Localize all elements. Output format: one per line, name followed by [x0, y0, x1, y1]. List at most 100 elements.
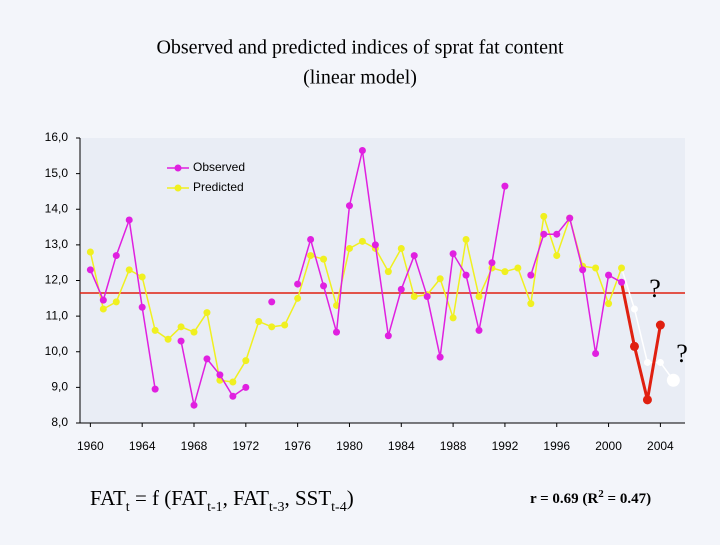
data-point	[436, 353, 444, 361]
data-point	[203, 309, 211, 317]
x-tick-label: 2000	[595, 439, 622, 453]
data-point	[333, 301, 341, 309]
y-tick-label: 12,0	[45, 273, 69, 287]
subscript: t-4	[331, 500, 347, 515]
data-point	[642, 395, 652, 405]
formula: FATt = f (FATt-1, FATt-3, SSTt-4)	[90, 486, 354, 515]
data-point	[605, 271, 613, 279]
connector	[620, 267, 636, 310]
data-point	[151, 326, 159, 334]
data-point	[294, 294, 302, 302]
data-point	[138, 273, 146, 281]
data-point	[242, 357, 250, 365]
subscript: t-1	[207, 500, 223, 515]
data-point	[333, 328, 341, 336]
x-tick-label: 1980	[336, 439, 363, 453]
data-point	[112, 252, 120, 260]
superscript: 2	[598, 488, 604, 500]
data-point	[553, 230, 561, 238]
y-tick-label: 15,0	[45, 166, 69, 180]
data-point	[475, 326, 483, 334]
formula-text: FAT	[90, 486, 126, 510]
data-point	[229, 378, 237, 386]
data-point	[268, 298, 276, 306]
data-point	[397, 285, 405, 293]
subscript: t	[126, 500, 130, 515]
data-point	[242, 383, 250, 391]
data-point	[151, 385, 159, 393]
x-tick-label: 1964	[129, 439, 156, 453]
data-point	[449, 250, 457, 258]
data-point	[384, 268, 392, 276]
y-tick-label: 10,0	[45, 344, 69, 358]
data-point	[358, 146, 366, 154]
data-point	[410, 293, 418, 301]
data-point	[436, 275, 444, 283]
data-point	[540, 230, 548, 238]
data-point	[527, 271, 535, 279]
data-point	[190, 401, 198, 409]
connector	[620, 281, 636, 347]
data-point	[592, 350, 600, 358]
statistic-text: = 0.47)	[604, 491, 651, 507]
data-point	[99, 296, 107, 304]
data-point	[666, 373, 680, 387]
data-point	[203, 355, 211, 363]
data-point	[540, 212, 548, 220]
x-tick-label: 1984	[388, 439, 415, 453]
data-point	[112, 298, 120, 306]
x-tick-label: 1972	[232, 439, 259, 453]
formula-text: )	[347, 486, 354, 510]
legend-marker	[174, 184, 182, 192]
data-point	[527, 300, 535, 308]
data-point	[177, 323, 185, 331]
y-tick-label: 16,0	[45, 130, 69, 144]
data-point	[643, 358, 651, 366]
y-tick-label: 13,0	[45, 237, 69, 251]
data-point	[475, 293, 483, 301]
x-tick-label: 2004	[647, 439, 674, 453]
statistic-text: r = 0.69 (R	[530, 491, 598, 507]
legend: Observed Predicted	[163, 157, 257, 197]
statistic: r = 0.69 (R2 = 0.47)	[530, 488, 651, 508]
data-point	[125, 266, 133, 274]
data-point	[99, 305, 107, 313]
data-point	[488, 259, 496, 267]
y-tick-label: 8,0	[51, 415, 68, 429]
data-point	[656, 358, 664, 366]
chart-title: Observed and predicted indices of sprat …	[156, 37, 564, 59]
data-point	[86, 248, 94, 256]
legend-marker	[174, 164, 182, 172]
data-point	[345, 202, 353, 210]
data-point	[655, 320, 665, 330]
data-point	[138, 303, 146, 311]
data-point	[592, 264, 600, 272]
data-point	[164, 335, 172, 343]
formula-text: = f (FAT	[130, 486, 208, 510]
chart-subtitle: (linear model)	[303, 67, 417, 89]
x-tick-label: 1976	[284, 439, 311, 453]
y-tick-label: 9,0	[51, 380, 68, 394]
data-point	[294, 280, 302, 288]
x-tick-label: 1968	[181, 439, 208, 453]
data-point	[268, 323, 276, 331]
data-point	[255, 317, 263, 325]
y-tick-label: 11,0	[46, 308, 69, 322]
data-point	[618, 278, 626, 286]
data-point	[307, 236, 315, 244]
data-point	[190, 328, 198, 336]
x-tick-label: 1996	[543, 439, 570, 453]
data-point	[501, 182, 509, 190]
y-tick-label: 14,0	[45, 201, 69, 215]
data-point	[307, 252, 315, 260]
data-point	[410, 252, 418, 260]
data-point	[358, 237, 366, 245]
data-point	[553, 252, 561, 260]
x-tick-label: 1988	[440, 439, 467, 453]
data-point	[397, 244, 405, 252]
data-point	[216, 371, 224, 379]
data-point	[384, 332, 392, 340]
data-point	[320, 282, 328, 290]
